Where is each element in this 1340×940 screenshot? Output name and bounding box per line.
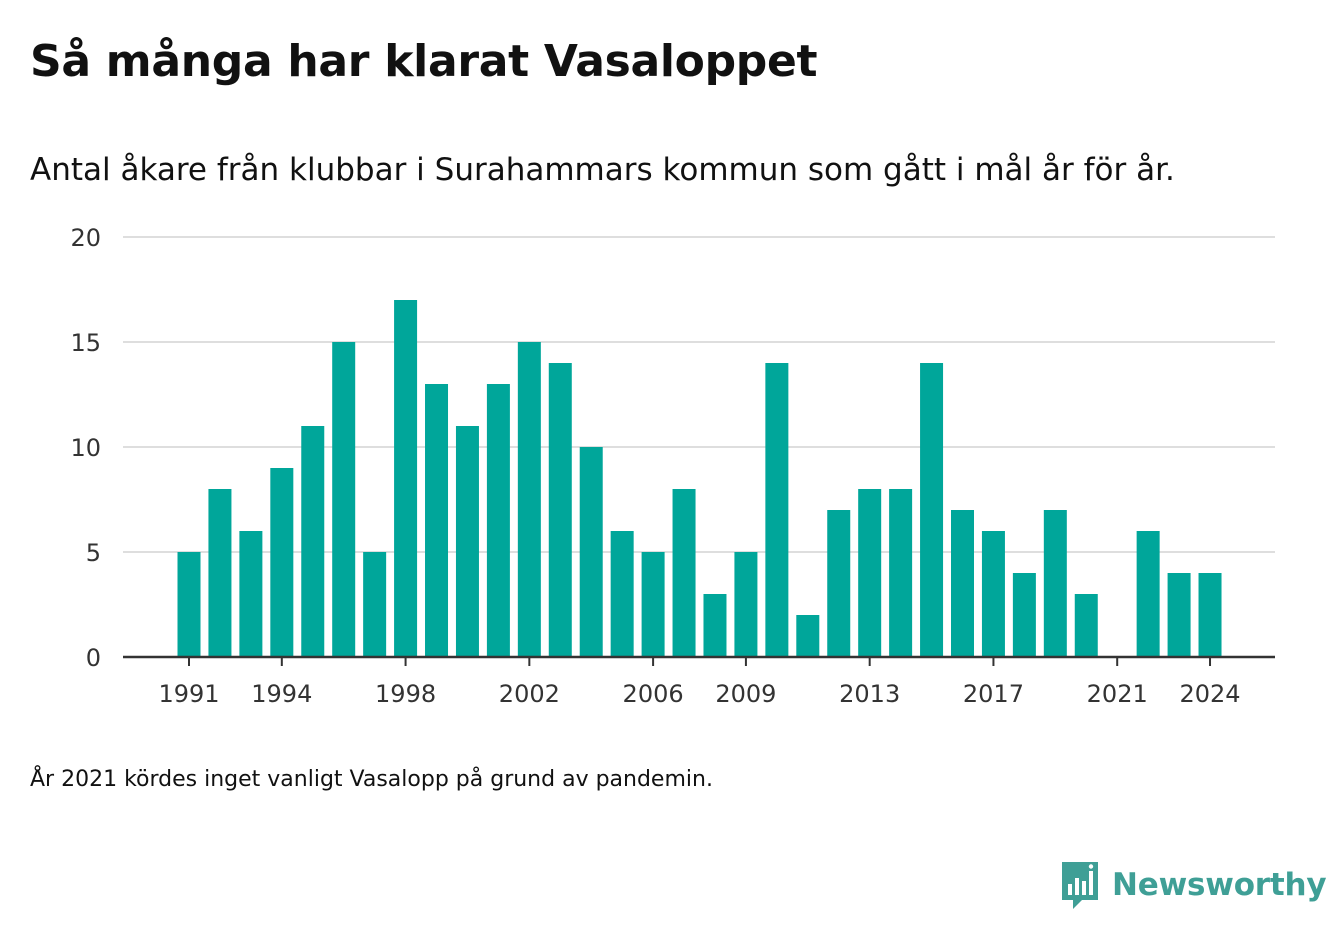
y-tick-label: 0 <box>86 644 101 672</box>
x-tick-label: 1994 <box>251 680 312 708</box>
bar-1997 <box>363 552 387 657</box>
bar-2004 <box>579 447 603 657</box>
x-tick-label: 2017 <box>963 680 1024 708</box>
bar-2006 <box>641 552 665 657</box>
bar-2001 <box>486 384 510 657</box>
bar-1999 <box>425 384 449 657</box>
bar-2003 <box>548 363 572 657</box>
bar-1992 <box>208 489 232 657</box>
bar-2013 <box>858 489 882 657</box>
gridlines <box>123 236 1275 553</box>
y-tick-label: 15 <box>70 329 101 357</box>
bar-1998 <box>394 300 418 657</box>
x-tick-label: 2009 <box>715 680 776 708</box>
bar-1991 <box>177 552 201 657</box>
bar-2000 <box>455 426 479 657</box>
bar-2008 <box>703 594 727 657</box>
bar-2024 <box>1198 573 1222 657</box>
bar-2005 <box>610 531 634 657</box>
y-tick-label: 5 <box>86 539 101 567</box>
x-tick-label: 2006 <box>623 680 684 708</box>
bar-2014 <box>889 489 913 657</box>
x-tick-label: 2024 <box>1179 680 1240 708</box>
y-tick-label: 10 <box>70 434 101 462</box>
y-tick-label: 20 <box>70 224 101 252</box>
bar-2007 <box>672 489 696 657</box>
bar-1996 <box>332 342 356 657</box>
x-tick-label: 2002 <box>499 680 560 708</box>
bar-2011 <box>796 615 820 657</box>
bar-2023 <box>1167 573 1191 657</box>
newsworthy-logo[interactable]: Newsworthy <box>1060 858 1327 912</box>
chart-title: Så många har klarat Vasaloppet <box>30 36 818 87</box>
brand-name: Newsworthy <box>1112 867 1327 903</box>
bar-2016 <box>951 510 974 657</box>
bar-2022 <box>1136 531 1160 657</box>
bar-2010 <box>765 363 789 657</box>
chart-subtitle: Antal åkare från klubbar i Surahammars k… <box>30 152 1175 188</box>
bar-2012 <box>827 510 851 657</box>
bar-2018 <box>1012 573 1036 657</box>
bar-1995 <box>301 426 325 657</box>
x-tick-label: 1991 <box>158 680 219 708</box>
bar-2017 <box>981 531 1005 657</box>
bar-1993 <box>239 531 263 657</box>
bar-chart-speech-bubble-icon <box>1062 862 1098 909</box>
bar-2009 <box>734 552 758 657</box>
x-tick-label: 1998 <box>375 680 436 708</box>
bars <box>177 300 1222 657</box>
bar-chart: 0 5 10 15 20 1991 1994 1998 2002 2006 2009 2013 201… <box>70 224 1275 708</box>
bar-2015 <box>920 363 944 657</box>
x-tick-label: 2013 <box>839 680 900 708</box>
bar-1994 <box>270 468 294 657</box>
x-tick-label: 2021 <box>1087 680 1148 708</box>
bar-2020 <box>1074 594 1098 657</box>
bar-2019 <box>1043 510 1067 657</box>
y-axis-ticks: 0 5 10 15 20 <box>70 224 101 672</box>
footnote: År 2021 kördes inget vanligt Vasalopp på… <box>30 767 713 792</box>
x-axis-ticks: 1991 1994 1998 2002 2006 2009 2013 2017 2021 2024 <box>158 657 1241 708</box>
bar-2002 <box>517 342 541 657</box>
